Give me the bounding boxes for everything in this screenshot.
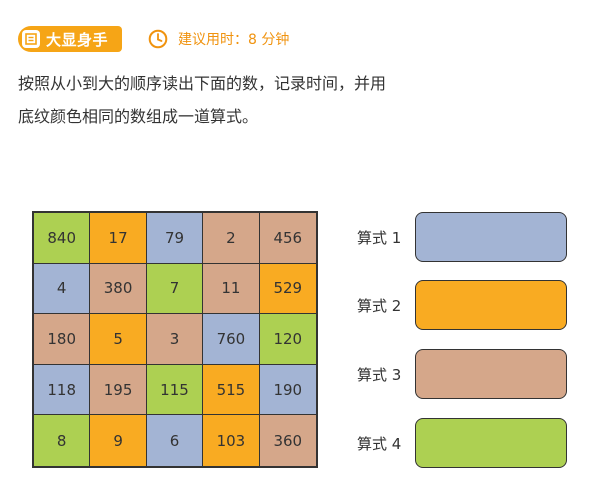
formula-row: 算式 3	[357, 348, 572, 400]
grid-cell[interactable]: 9	[90, 415, 147, 466]
grid-cell[interactable]: 5	[90, 314, 147, 365]
grid-cell[interactable]: 515	[203, 364, 260, 416]
formula-row: 算式 2	[357, 279, 572, 331]
grid-cell[interactable]: 529	[259, 263, 316, 315]
formula-answer-box[interactable]	[415, 280, 567, 330]
formula-label: 算式 2	[357, 296, 402, 315]
suggested-time: 建议用时：8 分钟	[148, 29, 289, 49]
section-title: 大显身手	[46, 30, 109, 49]
formula-answer-box[interactable]	[415, 212, 567, 262]
grid-cell[interactable]: 195	[90, 364, 147, 416]
grid-cell[interactable]: 360	[259, 415, 316, 466]
grid-cell[interactable]: 380	[90, 263, 147, 315]
exercise-header: 大显身手 建议用时：8 分钟	[18, 26, 289, 52]
grid-cell[interactable]: 79	[146, 213, 204, 264]
grid-cell[interactable]: 7	[146, 263, 204, 315]
formula-answer-box[interactable]	[415, 349, 567, 399]
formula-label: 算式 4	[357, 434, 402, 453]
grid-cell[interactable]: 456	[259, 213, 316, 264]
grid-cell[interactable]: 8	[34, 415, 91, 466]
grid-cell[interactable]: 118	[34, 364, 91, 416]
number-grid: 840 17 79 2 456 4 380 7 11 529 180 5 3 760 120 118 195 11…	[32, 211, 318, 468]
clock-icon	[148, 29, 168, 49]
grid-cell[interactable]: 190	[259, 364, 316, 416]
instruction-line: 底纹颜色相同的数组成一道算式。	[18, 107, 259, 126]
section-badge: 大显身手	[18, 26, 123, 52]
instruction-line: 按照从小到大的顺序读出下面的数，记录时间，并用	[18, 74, 387, 93]
grid-cell[interactable]: 6	[146, 415, 204, 466]
suggested-time-text: 建议用时：8 分钟	[178, 32, 290, 48]
grid-cell[interactable]: 2	[203, 213, 260, 264]
formula-label: 算式 1	[357, 228, 402, 247]
grid-cell[interactable]: 120	[259, 314, 316, 365]
list-icon	[22, 30, 40, 48]
grid-cell[interactable]: 103	[203, 415, 260, 466]
formula-row: 算式 4	[357, 417, 572, 469]
grid-cell[interactable]: 760	[203, 314, 260, 365]
grid-cell[interactable]: 11	[203, 263, 260, 315]
grid-cell[interactable]: 3	[146, 314, 204, 365]
instruction-text: 按照从小到大的顺序读出下面的数，记录时间，并用 底纹颜色相同的数组成一道算式。	[18, 67, 578, 133]
formula-label: 算式 3	[357, 365, 402, 384]
grid-cell[interactable]: 840	[34, 213, 91, 264]
grid-cell[interactable]: 4	[34, 263, 91, 315]
grid-cell[interactable]: 180	[34, 314, 91, 365]
formula-row: 算式 1	[357, 211, 572, 263]
formula-answer-box[interactable]	[415, 418, 567, 468]
grid-cell[interactable]: 115	[146, 364, 204, 416]
grid-cell[interactable]: 17	[90, 213, 147, 264]
